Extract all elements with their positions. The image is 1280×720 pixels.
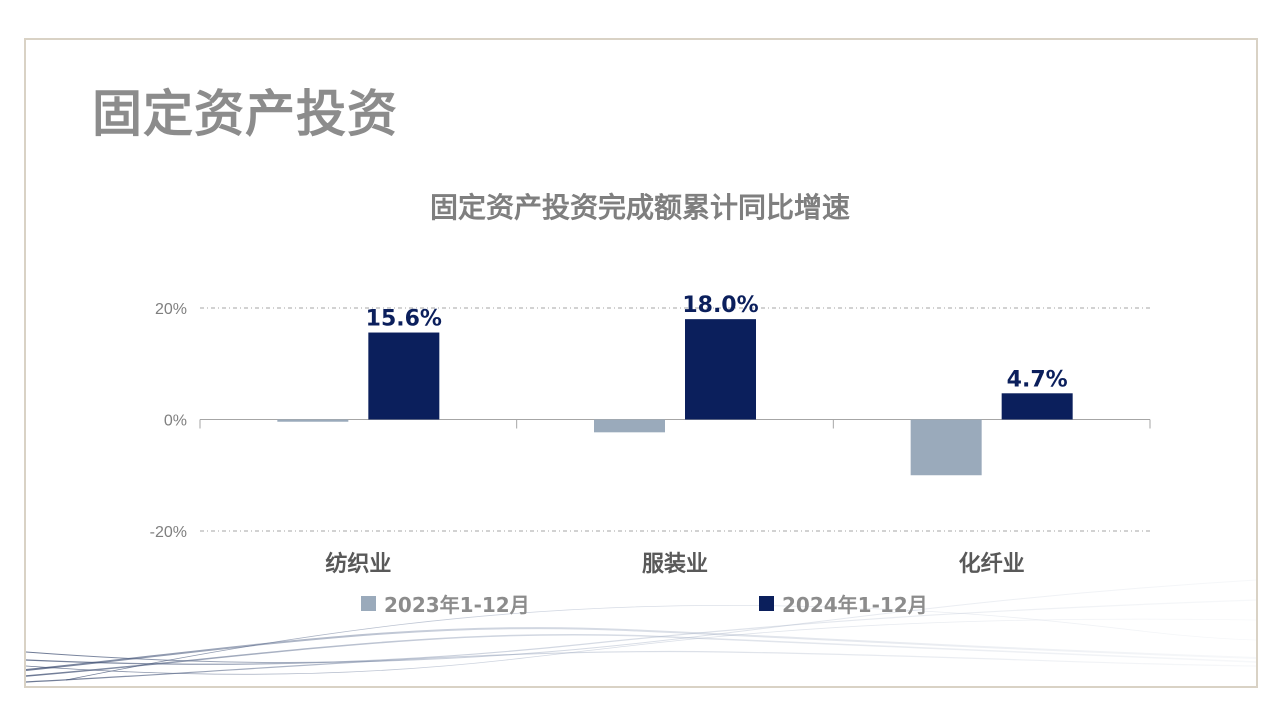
legend-swatch-2023 — [361, 595, 376, 611]
chart-title: 固定资产投资完成额累计同比增速 — [429, 191, 850, 224]
bar-2024-2 — [1001, 393, 1073, 420]
data-label: 15.6% — [366, 307, 442, 332]
bar-2023-1 — [594, 419, 665, 433]
y-tick-label: -20% — [150, 524, 187, 541]
labels: 15.6% 18.0% 4.7% 纺织业 服装业 化纤业 — [325, 293, 1067, 577]
legend-swatch-2024 — [759, 595, 774, 611]
bar-2024-1 — [685, 319, 756, 420]
x-category-label: 纺织业 — [325, 551, 391, 577]
slide-frame — [24, 38, 1258, 688]
bar-2023-2 — [910, 419, 982, 476]
x-category-label: 服装业 — [642, 552, 708, 577]
data-label: 18.0% — [682, 293, 758, 318]
legend-label-2023: 2023年1-12月 — [384, 592, 530, 617]
y-tick-label: 20% — [155, 301, 187, 318]
x-category-label: 化纤业 — [959, 551, 1025, 577]
legend-item-2024: 2024年1-12月 — [759, 590, 928, 617]
data-label: 4.7% — [1007, 367, 1068, 392]
bar-2023-0 — [277, 419, 349, 422]
gridlines — [200, 307, 1150, 532]
axes: 20% 0% -20% — [150, 301, 1151, 541]
bars — [277, 319, 1073, 476]
bar-2024-0 — [368, 332, 440, 420]
page-title: 固定资产投资 — [92, 85, 398, 143]
y-tick-label: 0% — [164, 413, 187, 430]
legend-item-2023: 2023年1-12月 — [361, 590, 530, 617]
decorative-wave-background — [26, 579, 1256, 683]
legend-label-2024: 2024年1-12月 — [782, 592, 928, 617]
